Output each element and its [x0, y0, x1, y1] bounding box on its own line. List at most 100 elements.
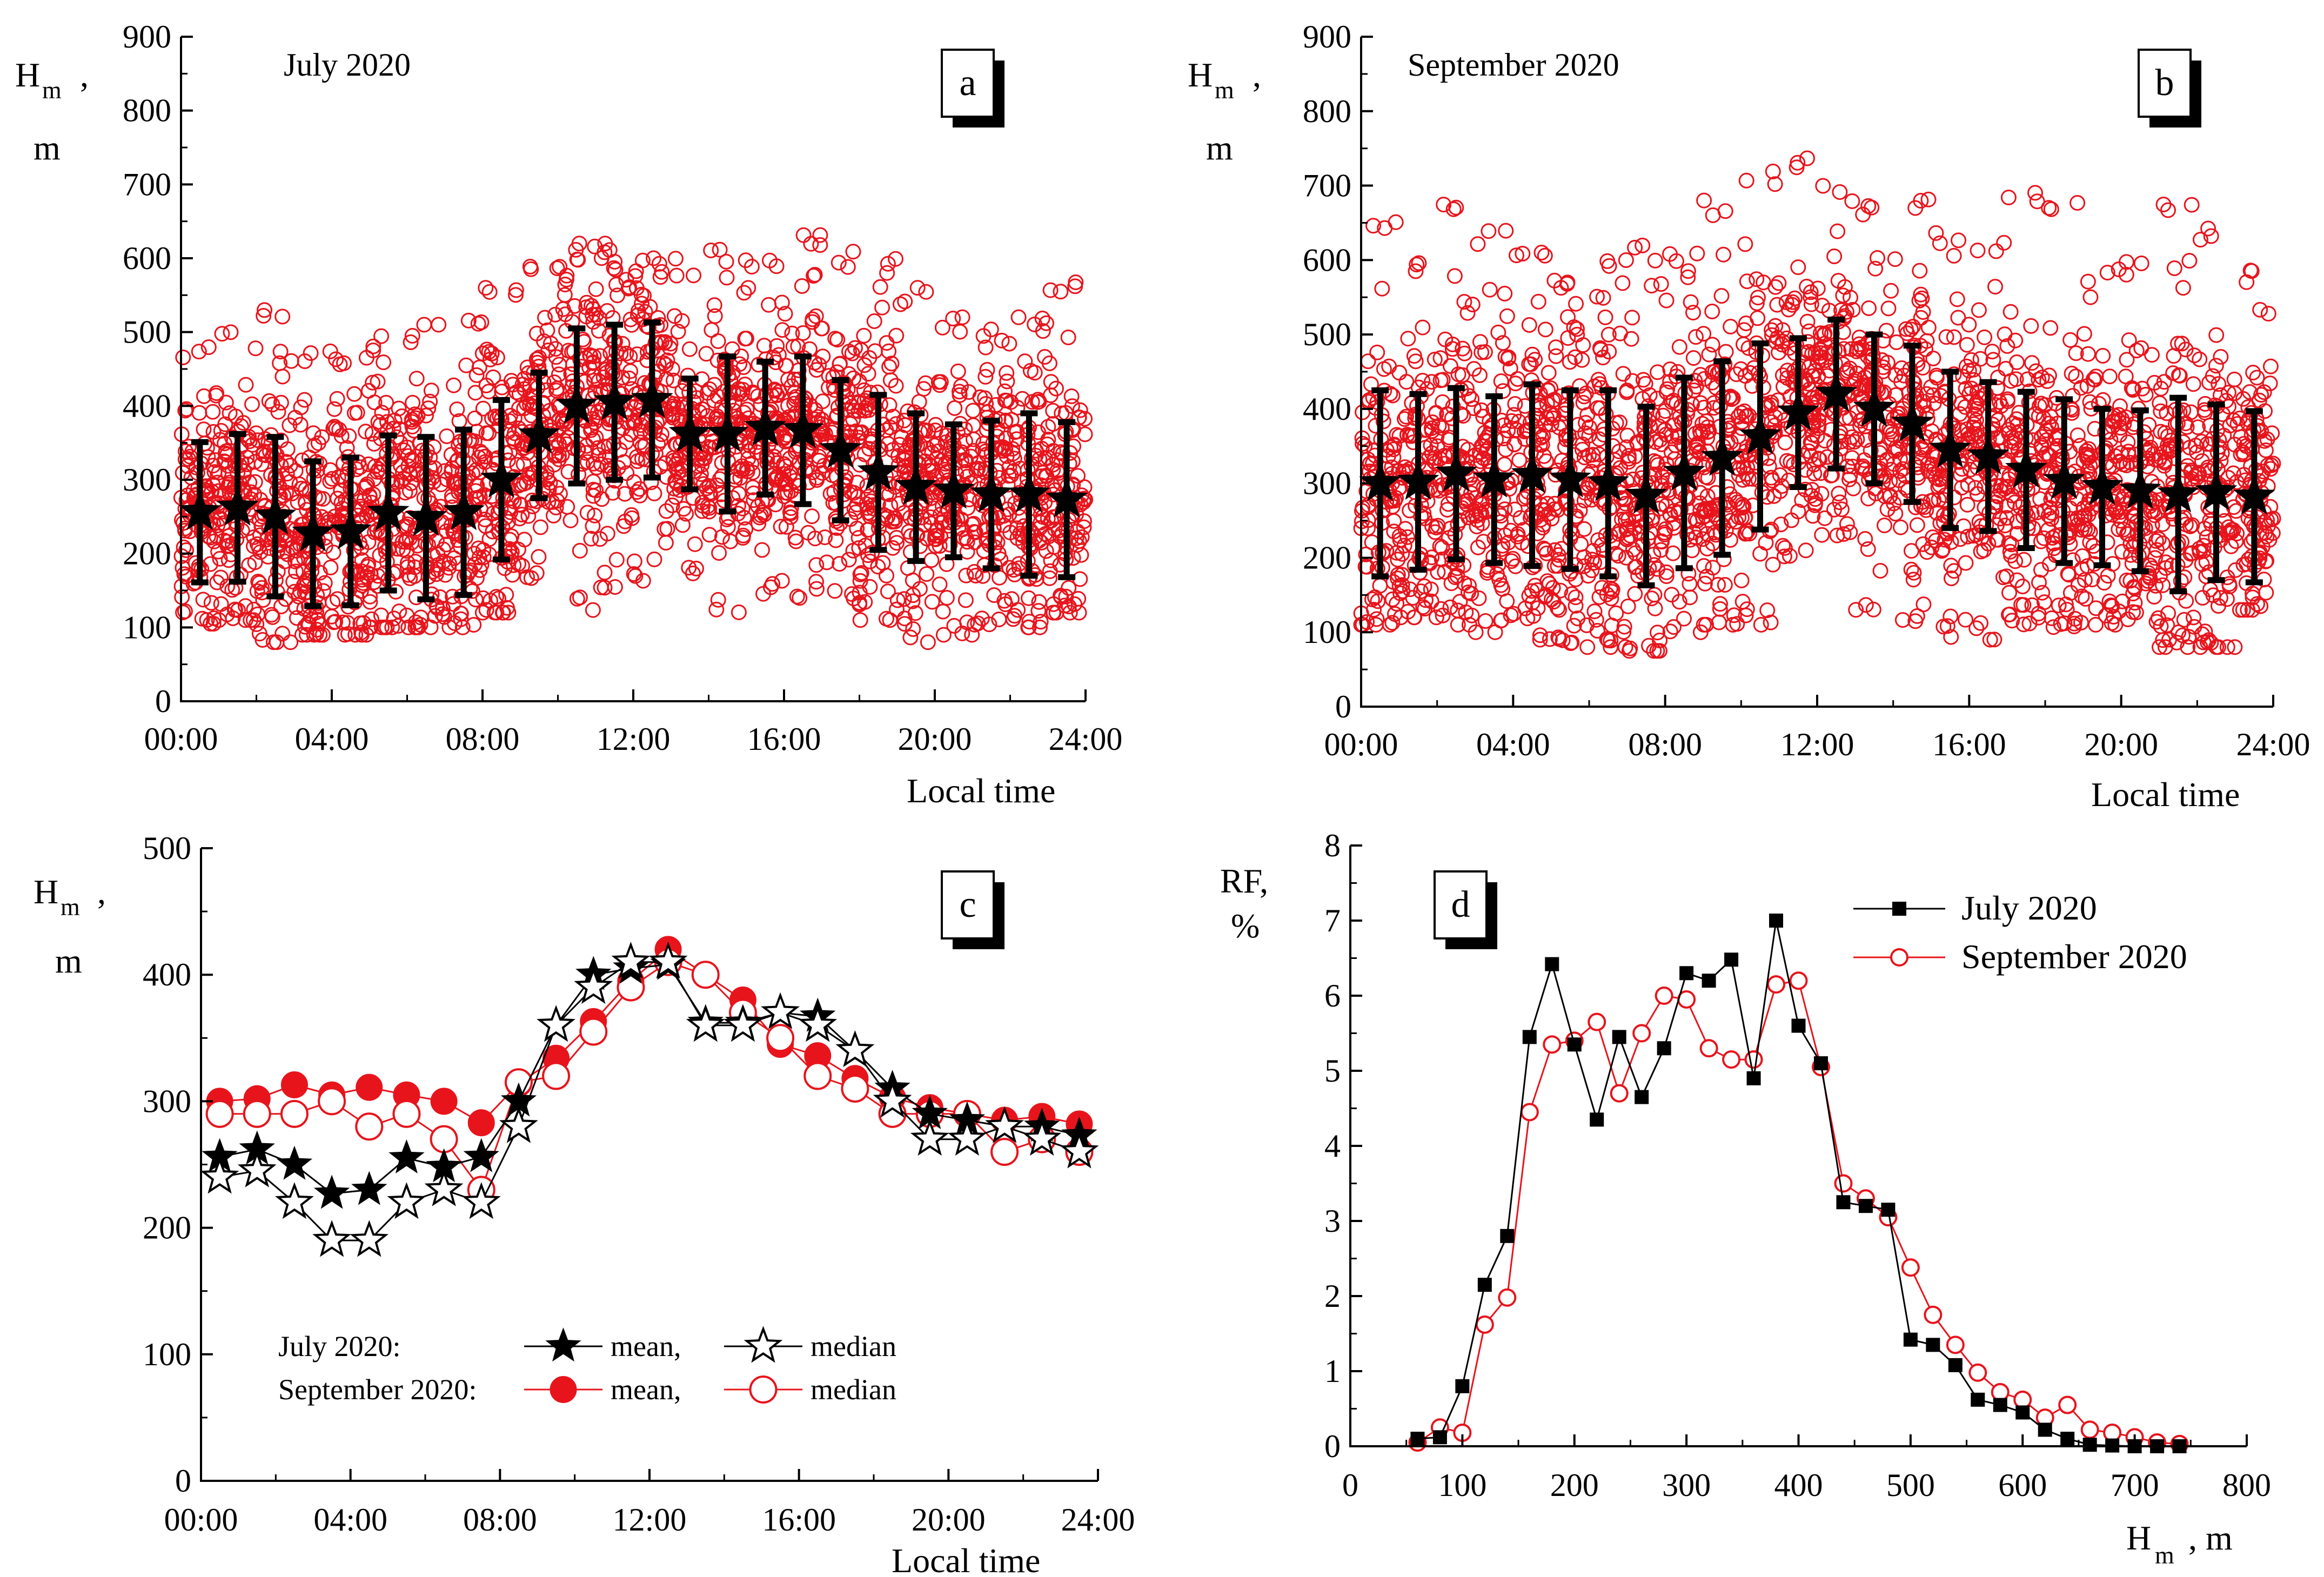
scatter-point [1977, 329, 1993, 345]
scatter-point [1699, 526, 1715, 542]
scatter-point [1697, 575, 1713, 592]
mean-star-marker [631, 378, 673, 418]
mean-star-marker [1046, 478, 1088, 518]
scatter-point [1359, 614, 1375, 630]
scatter-point [1953, 467, 1969, 483]
scatter-point [659, 521, 675, 537]
scatter-point [2042, 500, 2058, 516]
scatter-point [1548, 339, 1564, 355]
scatter-point [514, 377, 531, 393]
scatter-point [1042, 282, 1059, 298]
scatter-point [399, 439, 416, 455]
scatter-point [918, 284, 934, 300]
scatter-point [626, 553, 642, 569]
scatter-point [191, 344, 207, 360]
scatter-point [1394, 567, 1410, 583]
scatter-point [1048, 380, 1064, 397]
scatter-point [1959, 496, 1975, 513]
x-tick-label: 24:00 [1049, 721, 1123, 757]
scatter-point [1077, 411, 1093, 427]
scatter-point [591, 323, 607, 339]
scatter-point [178, 401, 195, 417]
scatter-point [707, 308, 723, 324]
scatter-point [1432, 350, 1449, 366]
scatter-point [1355, 404, 1371, 420]
scatter-point [636, 287, 652, 304]
scatter-point [1430, 518, 1446, 534]
mean-star-marker [819, 428, 862, 468]
scatter-point [667, 251, 684, 267]
scatter-point [1533, 245, 1550, 260]
mean-star-marker [443, 490, 485, 531]
scatter-point [1423, 593, 1439, 609]
scatter-point [832, 556, 848, 572]
scatter-point [2000, 190, 2017, 205]
scatter-point [808, 574, 824, 590]
scatter-point [2051, 598, 2067, 614]
scatter-point [1872, 563, 1888, 579]
scatter-point [1039, 315, 1054, 331]
scatter-point [1572, 378, 1588, 394]
scatter-point [1842, 524, 1858, 540]
scatter-point [551, 447, 567, 464]
scatter-point [909, 280, 926, 296]
scatter-point [558, 436, 574, 452]
scatter-point [782, 450, 798, 466]
scatter-point [1705, 560, 1721, 576]
scatter-point [330, 469, 346, 485]
scatter-point [942, 536, 958, 553]
scatter-point [1662, 361, 1678, 378]
scatter-point [362, 594, 378, 610]
scatter-point [845, 411, 861, 427]
scatter-point [1813, 486, 1830, 502]
scatter-point [666, 308, 682, 324]
scatter-point [610, 287, 626, 304]
scatter-point [2104, 507, 2120, 523]
scatter-point [327, 508, 343, 525]
scatter-point [1437, 564, 1453, 580]
scatter-point [666, 372, 681, 388]
scatter-point [1355, 435, 1371, 452]
scatter-point [1597, 309, 1613, 325]
scatter-point [2124, 380, 2140, 396]
scatter-point [1799, 279, 1815, 294]
scatter-point [778, 475, 794, 491]
scatter-point [1662, 623, 1678, 640]
scatter-point [792, 590, 808, 606]
scatter-point [1879, 354, 1896, 371]
scatter-point [647, 446, 664, 462]
scatter-point [1810, 394, 1826, 410]
scatter-point [681, 341, 698, 357]
scatter-point [251, 626, 267, 642]
scatter-point [559, 499, 575, 515]
scatter-point [1551, 419, 1567, 435]
scatter-point [856, 327, 872, 344]
scatter-point [488, 589, 504, 605]
scatter-point [1946, 489, 1963, 506]
scatter-point [2121, 332, 2137, 348]
scatter-point [1686, 382, 1702, 398]
scatter-point [1382, 616, 1398, 633]
scatter-point [1360, 353, 1376, 370]
scatter-point [1996, 234, 2012, 251]
scatter-point [1456, 294, 1472, 310]
scatter-point [1041, 355, 1057, 371]
scatter-point [1737, 236, 1753, 252]
scatter-point [1433, 601, 1449, 617]
scatter-point [859, 500, 875, 516]
scatter-point [1407, 410, 1423, 426]
scatter-point [928, 450, 945, 466]
scatter-point [1943, 629, 1959, 645]
scatter-point [588, 281, 604, 297]
scatter-point [977, 339, 994, 355]
scatter-point [1696, 558, 1712, 574]
scatter-point [203, 595, 219, 611]
scatter-point [646, 551, 662, 567]
scatter-point [1870, 250, 1885, 266]
scatter-point [2043, 492, 2059, 507]
scatter-point [866, 313, 882, 329]
scatter-point [706, 297, 722, 313]
scatter-point [517, 532, 532, 548]
scatter-point [1544, 511, 1560, 527]
scatter-point [2106, 499, 2122, 515]
